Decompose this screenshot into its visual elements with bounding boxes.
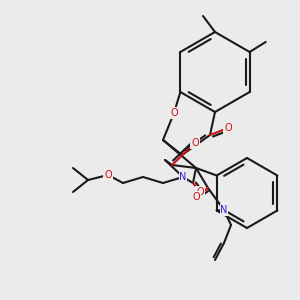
- Text: O: O: [196, 187, 204, 197]
- Text: N: N: [179, 172, 187, 182]
- Text: O: O: [224, 123, 232, 133]
- Text: O: O: [170, 108, 178, 118]
- Text: O: O: [191, 138, 199, 148]
- Text: O: O: [192, 192, 200, 202]
- Text: O: O: [104, 170, 112, 180]
- Text: N: N: [220, 205, 228, 215]
